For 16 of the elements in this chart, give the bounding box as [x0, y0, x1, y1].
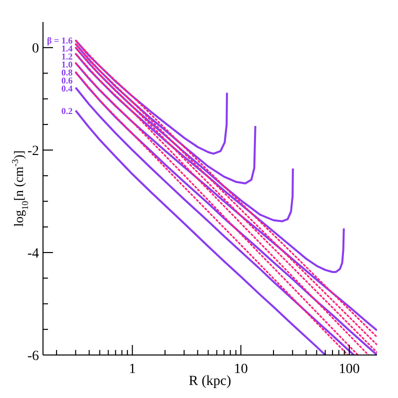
series-label: 1.2: [61, 52, 74, 62]
series-label: β = 1.6: [47, 36, 74, 46]
y-tick-label: 0: [32, 42, 39, 57]
series-label: 0.8: [61, 68, 74, 78]
series-label: 0.4: [61, 84, 74, 94]
y-tick-label: -6: [27, 348, 39, 364]
x-axis-title: R (kpc): [188, 374, 232, 389]
series-label: 0.6: [61, 76, 74, 86]
x-tick-label: 100: [338, 362, 360, 377]
y-tick-label: -2: [27, 144, 39, 159]
x-tick-label: 10: [234, 362, 248, 377]
y-tick-label: -4: [27, 246, 39, 262]
series-label: 1.4: [61, 44, 74, 54]
series-label: 0.2: [61, 106, 74, 116]
series-label: 1.0: [61, 60, 74, 70]
x-tick-label: 1: [128, 362, 136, 377]
